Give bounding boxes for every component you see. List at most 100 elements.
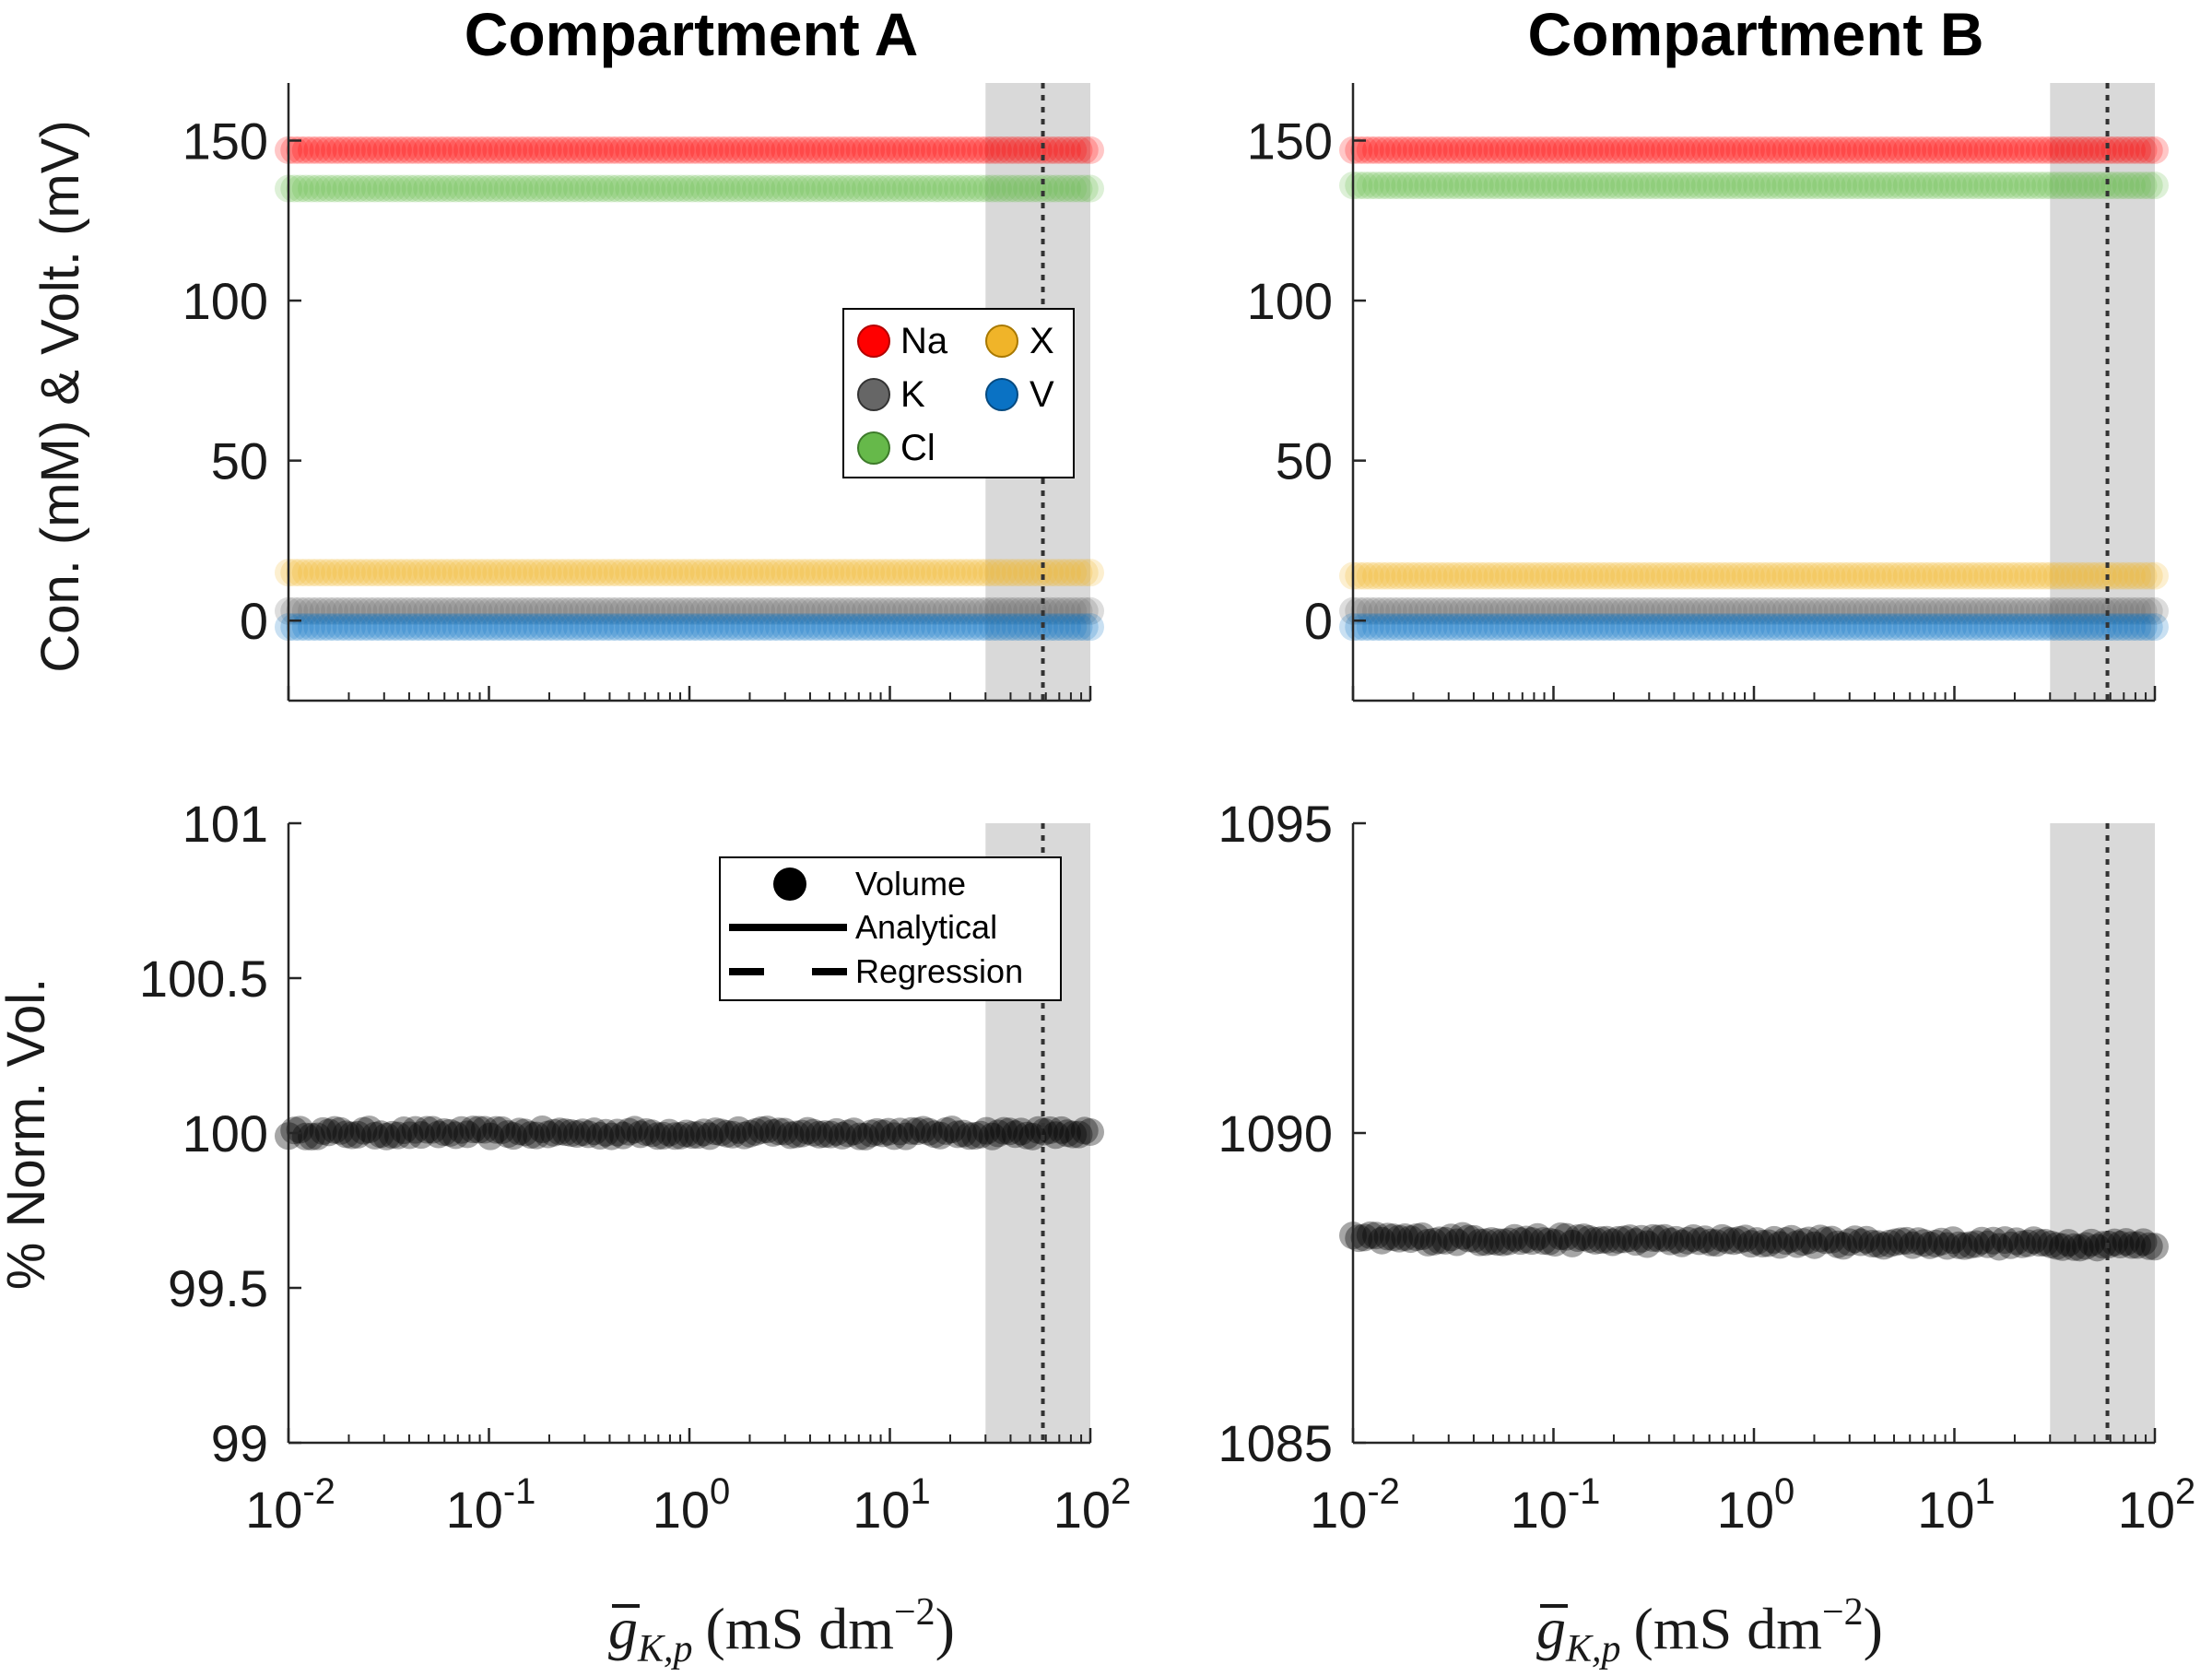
- marker-x: [546, 559, 574, 587]
- marker-x: [477, 559, 505, 587]
- marker-na: [868, 136, 897, 164]
- marker-volume: [845, 1122, 874, 1151]
- marker-v: [1541, 613, 1570, 642]
- marker-k: [1552, 596, 1581, 625]
- marker-v: [615, 613, 643, 642]
- marker-volume: [914, 1117, 943, 1146]
- marker-k: [1013, 596, 1041, 625]
- marker-v: [799, 613, 828, 642]
- marker-v: [2042, 613, 2071, 642]
- marker-cl: [1697, 171, 1725, 200]
- marker-volume: [990, 1116, 1018, 1145]
- marker-na: [724, 136, 753, 164]
- marker-x: [753, 559, 782, 587]
- marker-volume: [574, 1120, 603, 1149]
- marker-v: [592, 613, 620, 642]
- marker-x: [1059, 559, 1088, 587]
- marker-cl: [1587, 171, 1616, 200]
- marker-v: [429, 613, 458, 642]
- marker-na: [1812, 136, 1841, 164]
- marker-k: [1713, 596, 1742, 625]
- marker-x: [1812, 561, 1841, 590]
- marker-cl: [661, 174, 689, 203]
- marker-x: [2106, 561, 2135, 590]
- marker-k: [1922, 596, 1950, 625]
- marker-k: [1477, 596, 1506, 625]
- marker-na: [1494, 136, 1523, 164]
- marker-x: [1697, 561, 1725, 590]
- marker-na: [914, 136, 943, 164]
- marker-na: [1425, 136, 1453, 164]
- marker-volume: [2048, 1233, 2077, 1261]
- marker-k: [1794, 596, 1823, 625]
- marker-k: [937, 596, 966, 625]
- marker-cl: [580, 174, 608, 203]
- marker-x: [1968, 561, 1996, 590]
- marker-k: [1512, 596, 1540, 625]
- marker-x: [1356, 561, 1384, 590]
- marker-na: [1806, 136, 1834, 164]
- marker-na: [1720, 136, 1748, 164]
- marker-volume: [1454, 1224, 1483, 1253]
- marker-cl: [1070, 174, 1099, 203]
- marker-volume: [1771, 1227, 1800, 1256]
- marker-k: [2002, 596, 2030, 625]
- xlabel-right-close: ): [1864, 1596, 1883, 1661]
- marker-k: [1373, 596, 1402, 625]
- marker-volume: [1547, 1222, 1575, 1251]
- marker-v: [367, 613, 395, 642]
- marker-na: [1053, 136, 1081, 164]
- marker-cl: [592, 174, 620, 203]
- marker-v: [303, 613, 332, 642]
- marker-k: [834, 596, 863, 625]
- marker-k: [2071, 596, 2100, 625]
- marker-volume: [1471, 1228, 1500, 1257]
- marker-volume: [592, 1118, 620, 1147]
- marker-volume: [482, 1115, 511, 1144]
- marker-cl: [1379, 171, 1407, 200]
- marker-k: [1777, 596, 1806, 625]
- marker-na: [1013, 136, 1041, 164]
- marker-volume: [1465, 1228, 1494, 1257]
- marker-v: [569, 613, 597, 642]
- marker-v: [1945, 613, 1973, 642]
- marker-v: [655, 613, 684, 642]
- marker-k: [1385, 596, 1414, 625]
- marker-k: [944, 596, 972, 625]
- marker-cl: [1506, 171, 1535, 200]
- marker-volume: [995, 1117, 1024, 1146]
- marker-volume: [1053, 1119, 1081, 1148]
- marker-cl: [1800, 171, 1829, 200]
- marker-v: [309, 613, 337, 642]
- marker-v: [1059, 613, 1088, 642]
- marker-x: [1483, 561, 1512, 590]
- xlabel-left-sub: K,p: [637, 1628, 693, 1670]
- marker-volume: [395, 1121, 424, 1150]
- marker-x: [886, 559, 914, 587]
- marker-na: [2048, 136, 2077, 164]
- marker-cl: [1483, 171, 1512, 200]
- xlabel-right-units: (mS dm: [1634, 1596, 1822, 1661]
- marker-x: [2135, 561, 2163, 590]
- marker-v: [1587, 613, 1616, 642]
- marker-cl: [1702, 171, 1731, 200]
- marker-na: [1006, 136, 1035, 164]
- marker-na: [2071, 136, 2100, 164]
- marker-x: [1593, 561, 1621, 590]
- marker-na: [1041, 136, 1070, 164]
- marker-x: [632, 559, 661, 587]
- marker-cl: [569, 174, 597, 203]
- marker-volume: [1587, 1226, 1616, 1255]
- marker-x: [413, 559, 441, 587]
- marker-na: [1621, 136, 1650, 164]
- marker-na: [344, 136, 372, 164]
- marker-k: [1887, 596, 1915, 625]
- marker-x: [1996, 561, 2025, 590]
- marker-x: [1506, 561, 1535, 590]
- marker-na: [2019, 136, 2048, 164]
- marker-na: [592, 136, 620, 164]
- marker-k: [1973, 596, 2002, 625]
- marker-x: [429, 559, 458, 587]
- marker-volume: [516, 1121, 545, 1150]
- marker-volume: [2060, 1233, 2088, 1261]
